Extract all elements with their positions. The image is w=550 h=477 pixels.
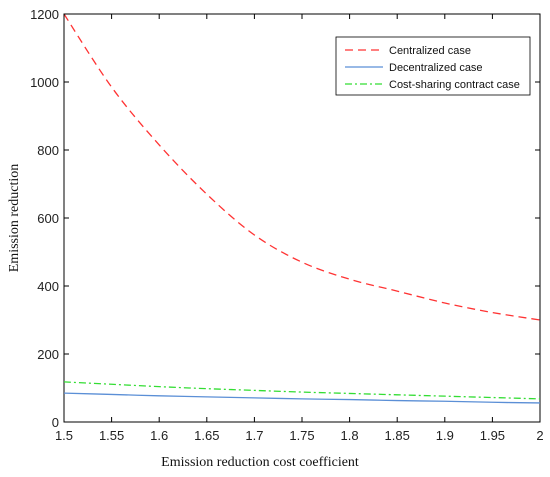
x-tick-label: 1.9 xyxy=(436,428,454,443)
legend-label-2: Cost-sharing contract case xyxy=(389,79,520,91)
x-tick-label: 1.5 xyxy=(55,428,73,443)
y-tick-label: 600 xyxy=(37,211,59,226)
x-tick-label: 1.65 xyxy=(194,428,219,443)
x-tick-label: 1.95 xyxy=(480,428,505,443)
legend-label-0: Centralized case xyxy=(389,45,471,57)
ticks-layer: 1.5 1.55 1.6 1.65 1.7 1.75 1.8 1.85 1.9 1.95 2 0 200… xyxy=(30,7,544,443)
x-tick-label: 1.8 xyxy=(341,428,359,443)
legend: Centralized case Decentralized case Cost-s… xyxy=(335,36,531,96)
y-tick-label: 1200 xyxy=(30,7,59,22)
y-tick-label: 0 xyxy=(52,415,59,430)
x-tick-label: 2 xyxy=(536,428,543,443)
x-tick-label: 1.6 xyxy=(150,428,168,443)
x-tick-label: 1.85 xyxy=(385,428,410,443)
y-tick-label: 200 xyxy=(37,347,59,362)
y-tick-label: 1000 xyxy=(30,75,59,90)
x-tick-label: 1.55 xyxy=(99,428,124,443)
series-layer xyxy=(63,13,541,404)
legend-label-1: Decentralized case xyxy=(389,62,483,74)
y-axis-title: Emission reduction xyxy=(7,164,22,273)
series-line-0 xyxy=(63,13,541,321)
x-tick-label: 1.75 xyxy=(289,428,314,443)
legend-box xyxy=(335,36,531,96)
y-tick-label: 400 xyxy=(37,279,59,294)
series-line-2 xyxy=(63,381,541,400)
x-axis-title: Emission reduction cost coefficient xyxy=(161,455,359,470)
y-tick-label: 800 xyxy=(37,143,59,158)
x-tick-label: 1.7 xyxy=(245,428,263,443)
series-line-1 xyxy=(63,392,541,404)
